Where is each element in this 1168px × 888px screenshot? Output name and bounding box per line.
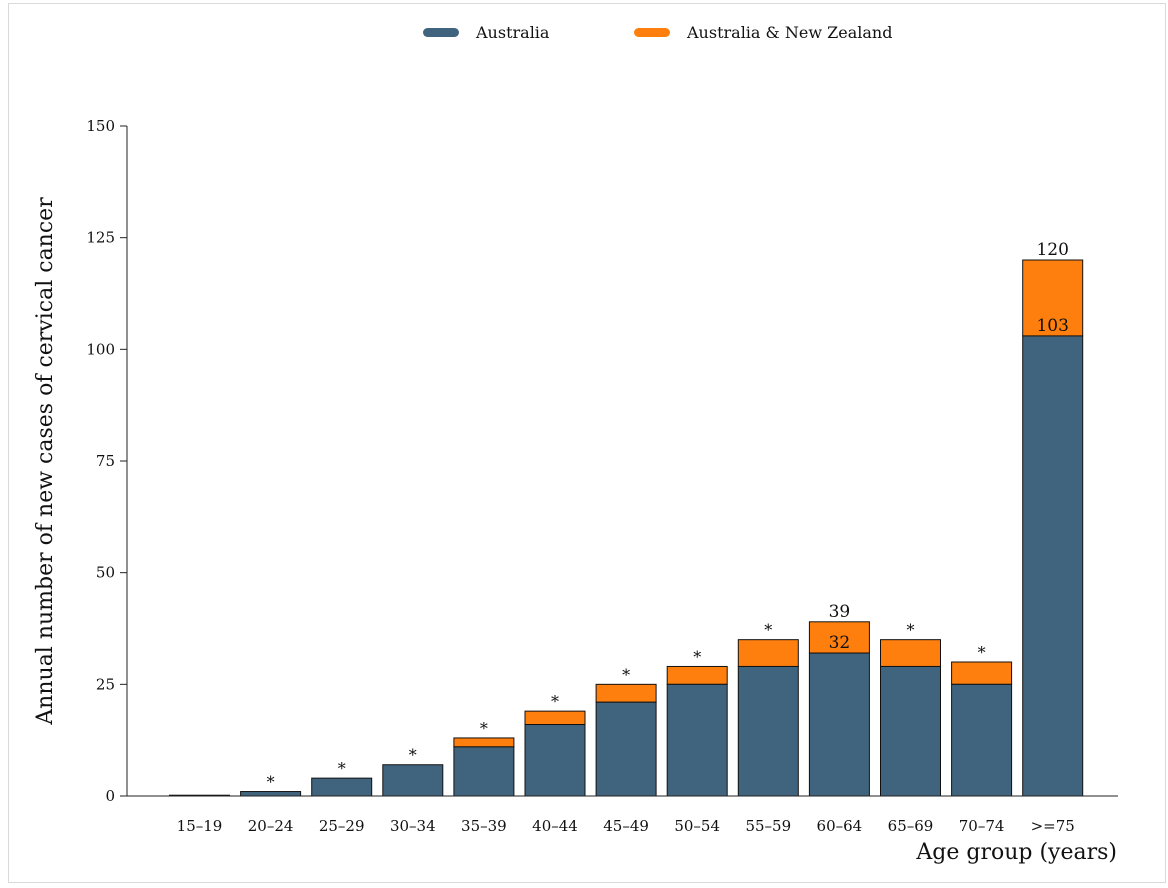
bar-australia-7 <box>666 683 728 797</box>
significance-marker: * <box>267 773 275 792</box>
x-tick-label: >=75 <box>1031 817 1075 835</box>
legend-label-1: Australia & New Zealand <box>686 23 892 42</box>
x-tick-label: 20–24 <box>248 817 294 835</box>
y-tick-label: 150 <box>86 117 115 135</box>
x-axis: 15–19 20–24 25–29 30–34 35–39 40–44 45–49 50–54… <box>127 795 1118 835</box>
x-tick-label: 55–59 <box>745 817 791 835</box>
bar-anz-5 <box>524 710 586 726</box>
x-tick-label: 30–34 <box>390 817 436 835</box>
bar-anz-6 <box>595 683 657 703</box>
bar-anz-12 <box>1022 259 1084 337</box>
value-label-top: 120 <box>1036 240 1068 260</box>
legend-swatch-1 <box>634 28 670 37</box>
x-tick-label: 60–64 <box>817 817 863 835</box>
x-tick-label: 70–74 <box>959 817 1005 835</box>
y-tick-label: 125 <box>86 229 115 247</box>
x-axis-title: Age group (years) <box>915 840 1117 865</box>
bar-australia-2 <box>311 777 373 797</box>
bar-anz-4 <box>453 737 515 748</box>
bar-australia-10 <box>880 665 941 797</box>
bar-australia-6 <box>595 701 657 797</box>
x-tick-label: 40–44 <box>532 817 578 835</box>
legend-label-0: Australia <box>475 23 550 42</box>
bar-anz-11 <box>951 661 1013 685</box>
y-tick-label: 25 <box>96 675 115 693</box>
significance-marker: * <box>622 665 630 684</box>
y-tick-label: 50 <box>96 564 115 582</box>
value-label-top: 39 <box>829 602 851 622</box>
bar-anz-7 <box>666 665 728 685</box>
bar-labels: * * * * * * * * * * 32 39 103 120 <box>267 240 1069 792</box>
y-tick-label: 100 <box>86 340 115 358</box>
bar-australia-12 <box>1022 335 1084 797</box>
x-tick-label: 35–39 <box>461 817 507 835</box>
bar-australia-11 <box>951 683 1013 797</box>
x-tick-label: 45–49 <box>603 817 649 835</box>
legend: Australia Australia & New Zealand <box>423 23 892 42</box>
significance-marker: * <box>907 621 915 640</box>
bar-australia-9 <box>808 652 870 797</box>
x-tick-label: 25–29 <box>319 817 365 835</box>
bars <box>169 259 1084 797</box>
bar-anz-10 <box>880 639 941 667</box>
bar-australia-5 <box>524 724 586 797</box>
bar-australia-1 <box>240 791 302 797</box>
legend-swatch-0 <box>423 28 459 37</box>
y-tick-label: 0 <box>105 787 115 805</box>
y-axis-title: Annual number of new cases of cervical c… <box>33 197 58 726</box>
significance-marker: * <box>551 692 559 711</box>
bar-anz-8 <box>737 639 799 667</box>
bar-australia-3 <box>382 764 444 797</box>
significance-marker: * <box>764 621 772 640</box>
significance-marker: * <box>978 643 986 662</box>
value-label-inner: 32 <box>829 633 851 653</box>
bar-australia-4 <box>453 746 515 797</box>
significance-marker: * <box>338 759 346 778</box>
y-tick-label: 75 <box>96 452 115 470</box>
x-tick-label: 15–19 <box>177 817 223 835</box>
value-label-inner: 103 <box>1036 316 1068 336</box>
y-axis: 0 25 50 75 100 125 150 <box>86 117 128 805</box>
x-tick-label: 65–69 <box>888 817 934 835</box>
significance-marker: * <box>480 719 488 738</box>
bar-australia-8 <box>737 665 799 797</box>
x-tick-label: 50–54 <box>674 817 720 835</box>
significance-marker: * <box>409 746 417 765</box>
significance-marker: * <box>693 647 701 666</box>
